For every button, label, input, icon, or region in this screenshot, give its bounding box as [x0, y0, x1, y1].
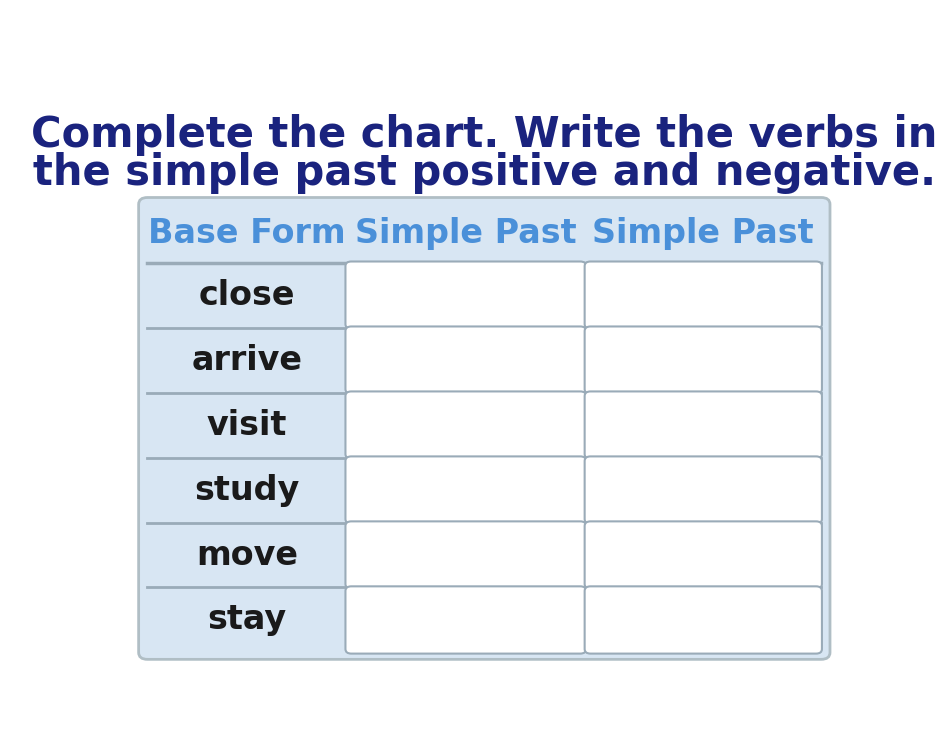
- Text: Simple Past: Simple Past: [592, 217, 813, 250]
- Text: visit: visit: [207, 409, 287, 442]
- FancyBboxPatch shape: [346, 262, 585, 329]
- FancyBboxPatch shape: [139, 198, 829, 659]
- Text: stay: stay: [207, 604, 286, 636]
- Text: close: close: [198, 279, 295, 312]
- FancyBboxPatch shape: [346, 586, 585, 653]
- Text: Simple Past: Simple Past: [355, 217, 576, 250]
- FancyBboxPatch shape: [346, 457, 585, 524]
- FancyBboxPatch shape: [584, 586, 821, 653]
- Text: Base Form: Base Form: [148, 217, 346, 250]
- FancyBboxPatch shape: [346, 392, 585, 459]
- Text: arrive: arrive: [191, 344, 302, 377]
- FancyBboxPatch shape: [346, 521, 585, 589]
- FancyBboxPatch shape: [584, 392, 821, 459]
- Text: the simple past positive and negative.: the simple past positive and negative.: [33, 151, 935, 194]
- Text: study: study: [194, 474, 299, 507]
- FancyBboxPatch shape: [584, 521, 821, 589]
- FancyBboxPatch shape: [346, 327, 585, 394]
- FancyBboxPatch shape: [584, 262, 821, 329]
- FancyBboxPatch shape: [584, 327, 821, 394]
- FancyBboxPatch shape: [584, 457, 821, 524]
- Text: Complete the chart. Write the verbs in: Complete the chart. Write the verbs in: [31, 114, 936, 157]
- Text: move: move: [195, 539, 297, 571]
